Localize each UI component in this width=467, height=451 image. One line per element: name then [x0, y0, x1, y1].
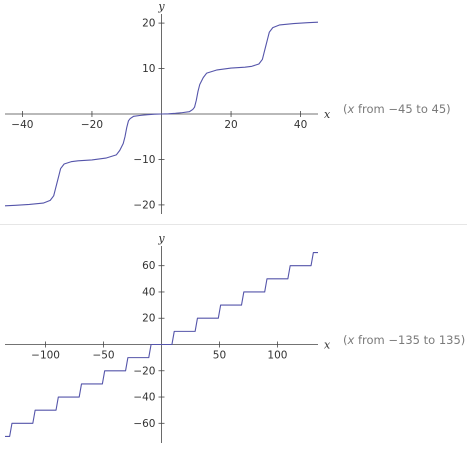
x-tick-label: −50 — [92, 350, 114, 362]
y-axis-name: y — [157, 0, 165, 13]
x-tick-label: 40 — [294, 119, 307, 131]
y-tick-label: 40 — [142, 286, 155, 298]
y-tick-label: −10 — [133, 154, 155, 166]
plot-pod-1: −40 −20 20 40 20 10 −10 −20 x y (x from −45 to 45… — [0, 0, 467, 224]
plot-2: −100 −50 50 100 60 40 20 −20 −40 −60 x y — [5, 232, 331, 443]
y-tick-label: 10 — [142, 63, 155, 75]
y-tick-label: 20 — [142, 18, 155, 30]
pod-divider — [0, 224, 467, 225]
x-tick-label: 50 — [213, 350, 226, 362]
y-tick-label: 60 — [142, 260, 155, 272]
y-tick-label: 20 — [142, 313, 155, 325]
y-tick-label: −40 — [133, 392, 155, 404]
x-axis-name: x — [324, 108, 331, 121]
x-tick-label: −40 — [11, 119, 33, 131]
x-tick-label: 20 — [224, 119, 237, 131]
plot-pod-2: −100 −50 50 100 60 40 20 −20 −40 −60 x y (x from −1… — [0, 225, 467, 451]
x-range-note-1: (x from −45 to 45) — [343, 102, 451, 116]
x-range-note-2: (x from −135 to 135) — [343, 333, 466, 347]
plot-1: −40 −20 20 40 20 10 −10 −20 x y — [4, 0, 331, 214]
x-tick-label: 100 — [267, 350, 287, 362]
y-tick-label: −20 — [133, 365, 155, 377]
y-axis-name: y — [157, 232, 165, 245]
x-tick-label: −100 — [31, 350, 60, 362]
x-axis-name: x — [324, 339, 331, 352]
x-tick-label: −20 — [81, 119, 103, 131]
y-tick-label: −20 — [133, 199, 155, 211]
series-line — [5, 252, 318, 437]
series-line — [4, 21, 319, 207]
y-tick-label: −60 — [133, 418, 155, 430]
